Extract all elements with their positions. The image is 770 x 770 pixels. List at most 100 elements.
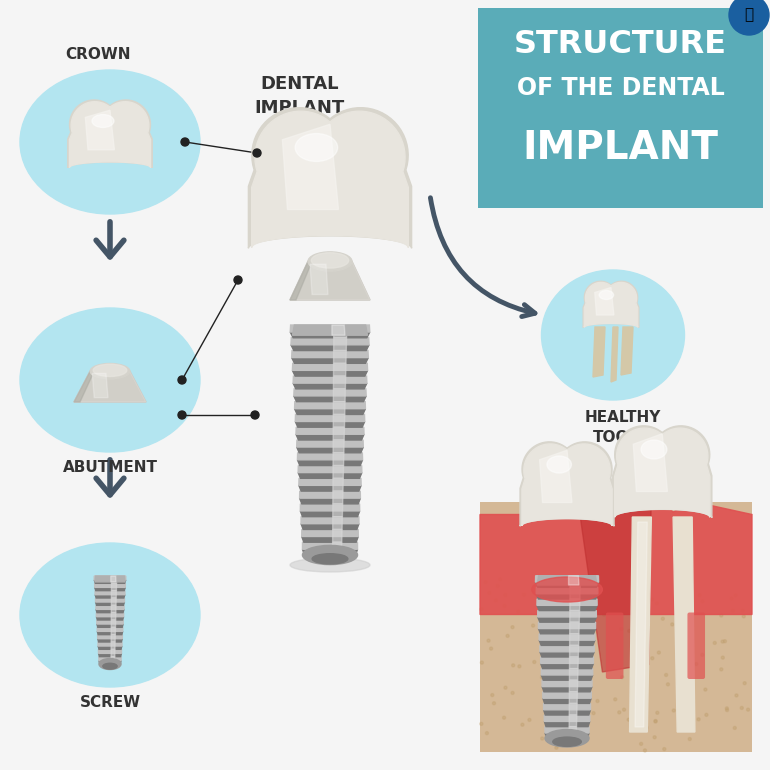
Ellipse shape <box>547 456 571 473</box>
Polygon shape <box>98 642 122 646</box>
Polygon shape <box>569 715 577 727</box>
Ellipse shape <box>599 290 614 300</box>
Circle shape <box>688 738 691 741</box>
Polygon shape <box>301 517 359 524</box>
Circle shape <box>564 659 566 662</box>
Polygon shape <box>333 504 343 517</box>
Circle shape <box>596 699 599 702</box>
Circle shape <box>658 651 661 654</box>
Polygon shape <box>112 584 116 591</box>
Circle shape <box>732 609 735 612</box>
Circle shape <box>678 646 681 649</box>
Polygon shape <box>295 409 366 414</box>
Polygon shape <box>290 325 370 332</box>
Polygon shape <box>541 664 594 668</box>
Polygon shape <box>297 460 363 466</box>
Polygon shape <box>300 504 360 511</box>
Polygon shape <box>333 530 342 542</box>
Polygon shape <box>99 654 122 657</box>
Circle shape <box>695 662 698 665</box>
Polygon shape <box>570 622 579 634</box>
FancyArrowPatch shape <box>96 460 124 495</box>
Circle shape <box>578 640 581 643</box>
Circle shape <box>251 411 259 419</box>
Circle shape <box>590 618 593 621</box>
Polygon shape <box>112 576 117 584</box>
Polygon shape <box>544 721 590 727</box>
Circle shape <box>685 652 688 655</box>
Circle shape <box>480 722 483 725</box>
Polygon shape <box>621 327 633 375</box>
Polygon shape <box>112 598 116 605</box>
Polygon shape <box>333 542 342 555</box>
Polygon shape <box>290 262 370 300</box>
Circle shape <box>496 584 499 588</box>
Circle shape <box>661 618 665 620</box>
Circle shape <box>721 656 725 659</box>
Polygon shape <box>111 649 115 657</box>
Polygon shape <box>536 588 598 594</box>
Polygon shape <box>295 402 366 409</box>
Circle shape <box>676 594 679 597</box>
Text: OF THE DENTAL: OF THE DENTAL <box>517 76 725 100</box>
Polygon shape <box>673 517 695 732</box>
Polygon shape <box>542 680 592 687</box>
Polygon shape <box>569 727 577 738</box>
Polygon shape <box>302 530 358 537</box>
Ellipse shape <box>545 729 589 747</box>
Polygon shape <box>333 402 345 414</box>
Polygon shape <box>97 628 122 631</box>
Polygon shape <box>96 613 124 617</box>
Circle shape <box>494 599 497 602</box>
Polygon shape <box>111 642 116 649</box>
Circle shape <box>713 641 716 644</box>
Polygon shape <box>540 645 594 651</box>
Polygon shape <box>299 485 361 491</box>
Polygon shape <box>333 389 346 402</box>
Circle shape <box>704 688 707 691</box>
Circle shape <box>644 662 648 665</box>
Polygon shape <box>333 363 346 376</box>
Polygon shape <box>537 617 597 622</box>
Polygon shape <box>570 668 578 680</box>
Polygon shape <box>541 668 593 675</box>
Polygon shape <box>74 371 146 402</box>
Circle shape <box>584 703 588 706</box>
Circle shape <box>568 739 571 742</box>
Polygon shape <box>535 582 598 588</box>
Circle shape <box>705 713 708 716</box>
Circle shape <box>733 726 736 729</box>
Ellipse shape <box>308 252 352 271</box>
Polygon shape <box>92 373 108 397</box>
Text: SCREW: SCREW <box>79 695 141 710</box>
Polygon shape <box>594 287 614 315</box>
Circle shape <box>558 686 561 689</box>
Polygon shape <box>95 588 126 591</box>
Circle shape <box>543 623 546 626</box>
Circle shape <box>563 694 566 697</box>
Polygon shape <box>538 622 596 628</box>
Polygon shape <box>96 617 124 620</box>
Text: HEALTHY
TOOTH: HEALTHY TOOTH <box>584 410 661 445</box>
Polygon shape <box>333 376 346 389</box>
Polygon shape <box>581 492 651 672</box>
Polygon shape <box>290 332 370 338</box>
Circle shape <box>541 676 544 679</box>
Polygon shape <box>545 733 589 738</box>
Circle shape <box>720 668 723 671</box>
Polygon shape <box>111 628 116 634</box>
Polygon shape <box>85 110 115 150</box>
Circle shape <box>487 639 490 642</box>
Polygon shape <box>570 611 580 622</box>
Polygon shape <box>249 108 412 248</box>
Circle shape <box>701 600 704 603</box>
Polygon shape <box>111 657 115 664</box>
Polygon shape <box>69 102 151 168</box>
Polygon shape <box>111 576 116 582</box>
Circle shape <box>671 623 674 626</box>
Polygon shape <box>299 478 361 485</box>
Circle shape <box>729 0 769 35</box>
Circle shape <box>730 597 733 600</box>
Ellipse shape <box>290 558 370 572</box>
Circle shape <box>533 661 536 664</box>
